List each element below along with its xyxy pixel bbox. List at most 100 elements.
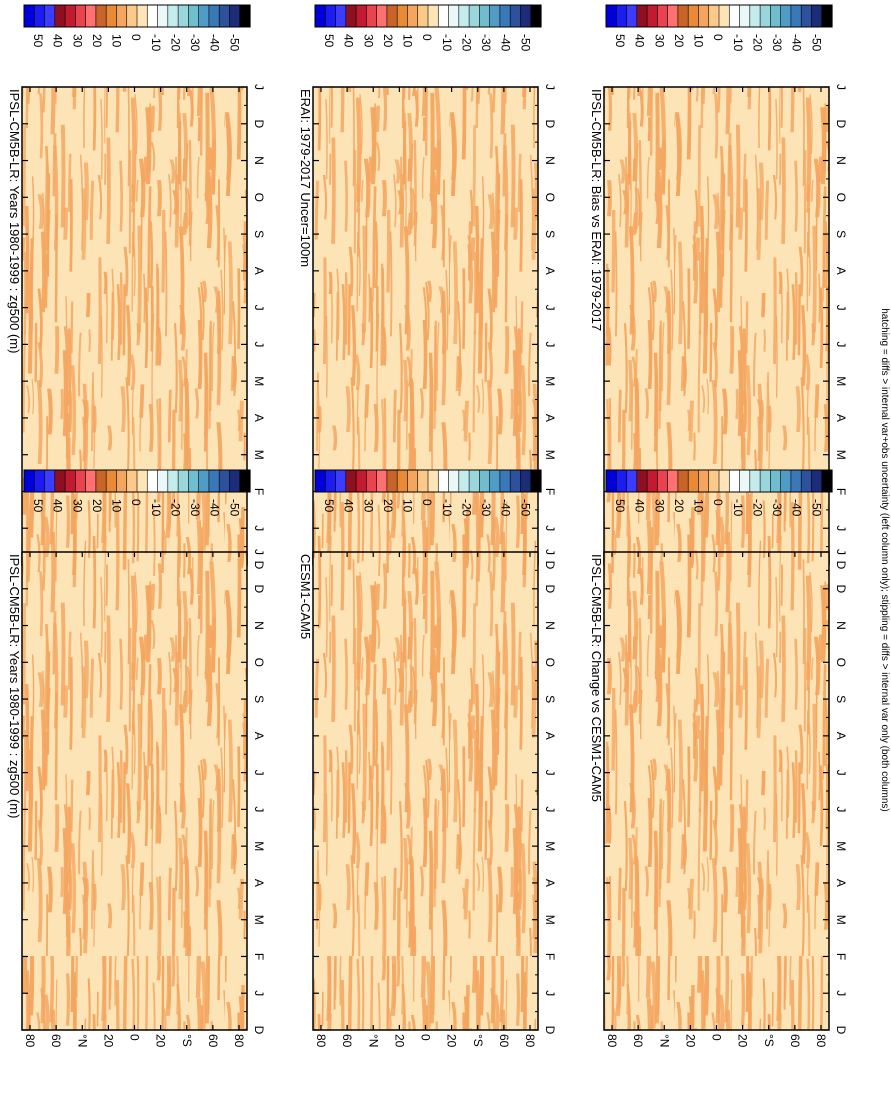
colorbar-label: 0 [420, 499, 434, 506]
lat-label: °S [180, 1034, 194, 1047]
month-label: D [834, 119, 848, 128]
lat-label: 80 [605, 1034, 619, 1048]
colorbar-swatch [468, 4, 480, 28]
month-label: M [252, 915, 266, 925]
colorbar-swatch [75, 4, 87, 28]
colorbar-swatch [417, 4, 429, 28]
colorbar-label: 50 [322, 34, 336, 48]
month-label: S [834, 695, 848, 703]
month-label: A [834, 732, 848, 740]
month-label: A [543, 879, 557, 887]
colorbar-swatch [749, 469, 761, 493]
colorbar-swatch [355, 469, 367, 493]
colorbar-swatch [759, 4, 771, 28]
colorbar-label: -20 [169, 499, 183, 517]
colorbar-swatch [64, 469, 76, 493]
colorbar-swatch [657, 4, 669, 28]
month-label: J [543, 770, 557, 776]
colorbar-4: 50 40 30 20 10 0 -10 -20 -30 -40 -50 [23, 469, 251, 517]
panel-title: IPSL-CM5B-LR: Years 1980-1999 : zg500 (m… [7, 554, 22, 818]
colorbar-swatch [366, 4, 378, 28]
lat-label: 60 [497, 1034, 511, 1048]
month-label: J [252, 305, 266, 311]
colorbar-label: 10 [110, 34, 124, 48]
colorbar-label: -20 [751, 34, 765, 52]
colorbar-swatch [489, 469, 501, 493]
month-label: J [252, 341, 266, 347]
colorbar-swatch [770, 469, 782, 493]
colorbar-swatch [345, 469, 357, 493]
month-label: M [834, 841, 848, 851]
colorbar-swatch [324, 469, 337, 493]
colorbar-label: -10 [731, 499, 745, 517]
heatmap-field [604, 87, 829, 565]
colorbar-label: -40 [208, 34, 222, 52]
month-label: J [834, 806, 848, 812]
month-label: J [543, 549, 557, 555]
colorbar-swatch [468, 469, 480, 493]
month-label: F [543, 953, 557, 960]
month-label: S [543, 695, 557, 703]
month-label: J [543, 305, 557, 311]
lat-label: °N [366, 1034, 380, 1047]
colorbar-swatch [208, 4, 220, 28]
colorbar-frame [23, 469, 251, 493]
colorbar-swatch [54, 4, 66, 28]
colorbar-swatch [489, 4, 501, 28]
month-label: O [543, 193, 557, 202]
lat-label: 0 [419, 1034, 433, 1041]
month-label: J [252, 549, 266, 555]
lat-label: 60 [340, 1034, 354, 1048]
month-label: J [834, 341, 848, 347]
colorbar-label: 30 [361, 34, 375, 48]
colorbar-label: 50 [613, 34, 627, 48]
colorbar-label: -40 [208, 499, 222, 517]
lat-label: 80 [23, 1034, 37, 1048]
lat-label: 60 [49, 1034, 63, 1048]
colorbar-swatch [821, 469, 833, 493]
colorbar-swatch [448, 4, 460, 28]
lat-label: °S [471, 1034, 485, 1047]
month-label: M [252, 841, 266, 851]
colorbar-swatch [811, 4, 823, 28]
panel-title: IPSL-CM5B-LR: Change vs CESM1-CAM5 [589, 554, 604, 802]
colorbar-label: 0 [711, 34, 725, 41]
lat-label: 20 [101, 1034, 115, 1048]
month-label: D [834, 1026, 848, 1035]
colorbar-swatch [800, 469, 813, 493]
colorbar-label: 40 [342, 34, 356, 48]
colorbars: 50 40 30 20 10 0 -10 -20 -30 -40 -50 50 40 30 20 10 0 -10… [23, 4, 833, 517]
colorbar-label: -30 [479, 499, 493, 517]
panel-title: IPSL-CM5B-LR: Years 1980-1999 : zg500 (m… [7, 89, 22, 353]
colorbar-label: -20 [460, 499, 474, 517]
month-label: D [543, 1026, 557, 1035]
lat-label: 0 [128, 1034, 142, 1041]
lat-label: 0 [710, 1034, 724, 1041]
colorbar-swatch [759, 469, 771, 493]
colorbar-swatch [126, 4, 138, 28]
colorbar-frame [314, 469, 542, 493]
lat-label: 20 [736, 1034, 750, 1048]
colorbar-swatch [790, 469, 802, 493]
colorbar-swatch [314, 4, 326, 28]
month-label: D [543, 584, 557, 593]
month-label: A [252, 879, 266, 887]
month-label: A [543, 414, 557, 422]
month-label: M [543, 841, 557, 851]
colorbar-label: -20 [751, 499, 765, 517]
colorbar-label: 30 [652, 34, 666, 48]
month-label: D [252, 119, 266, 128]
colorbar-swatch [167, 469, 179, 493]
month-label: D [252, 584, 266, 593]
lat-label: 80 [814, 1034, 828, 1048]
colorbar-swatch [366, 469, 378, 493]
colorbar-label: -10 [149, 499, 163, 517]
colorbar-swatch [157, 469, 169, 493]
colorbar-swatch [790, 4, 802, 28]
colorbar-swatch [44, 469, 56, 493]
lat-label: 60 [631, 1034, 645, 1048]
colorbar-swatch [427, 4, 439, 28]
colorbar-swatch [667, 4, 679, 28]
colorbar-swatch [85, 469, 97, 493]
month-label: J [834, 525, 848, 531]
